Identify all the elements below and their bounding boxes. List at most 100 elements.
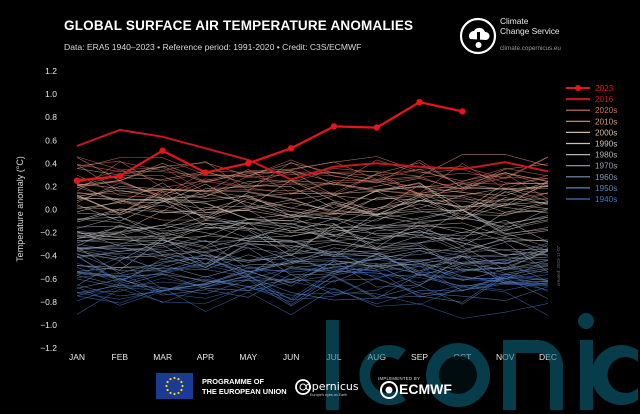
decade-line-2010s — [76, 156, 549, 184]
y-tick-label: 0.8 — [45, 112, 57, 122]
iconic-watermark — [326, 313, 638, 410]
eu-flag-icon — [156, 373, 193, 399]
legend-label: 1940s — [595, 195, 617, 204]
decade-line-1970s — [76, 222, 549, 252]
y-tick-label: 0.2 — [45, 181, 57, 191]
decade-line-1960s — [76, 256, 549, 287]
x-tick-label: SEP — [411, 352, 428, 362]
c3s-logo — [459, 17, 497, 55]
decade-line-1950s — [76, 260, 549, 290]
copernicus-tagline: Europe's eyes on Earth — [310, 393, 348, 397]
decade-line-1940s — [76, 274, 549, 301]
eu-star-icon — [181, 384, 184, 388]
decade-line-1980s — [76, 215, 549, 247]
decade-line-1970s — [76, 250, 549, 278]
decade-line-1950s — [76, 250, 549, 283]
highlight-lines — [73, 98, 549, 184]
decade-line-2010s — [76, 190, 549, 221]
decade-line-2010s — [76, 182, 549, 214]
eu-star-icon — [169, 391, 172, 395]
decade-line-1940s — [76, 273, 549, 306]
c3s-name-line2: Change Service — [500, 26, 560, 36]
series-point-2023 — [373, 124, 380, 131]
x-tick-label: APR — [197, 352, 214, 362]
y-tick-label: −0.6 — [40, 274, 57, 284]
legend-label: 1990s — [595, 140, 617, 149]
decade-line-2010s — [76, 162, 549, 194]
decade-line-1990s — [76, 198, 549, 227]
copernicus-name: opernicus — [305, 380, 359, 393]
ecmwf-name: ECMWF — [399, 381, 452, 397]
series-line-2023 — [76, 101, 463, 182]
copernicus-logo-icon — [295, 379, 311, 395]
thermometer-icon — [477, 32, 480, 44]
decade-line-1940s — [76, 259, 549, 291]
thermometer-bulb — [475, 42, 482, 48]
y-tick-label: 0.6 — [45, 135, 57, 145]
eu-star-icon — [180, 388, 183, 392]
decade-line-2000s — [76, 197, 549, 222]
decade-line-2020s — [76, 159, 549, 189]
legend-label: 2000s — [595, 128, 617, 137]
eu-star-icon — [166, 388, 169, 392]
legend-label: 2020s — [595, 106, 617, 115]
decade-line-2010s — [76, 171, 549, 196]
eu-star-icon — [166, 380, 169, 384]
series-point-2023 — [330, 123, 338, 130]
eu-programme-line1: PROGRAMME OF — [202, 377, 264, 386]
date-stamp: created: 2023-11-07 — [556, 245, 561, 286]
decade-line-1970s — [76, 223, 549, 253]
series-point-2023 — [159, 147, 166, 154]
decade-line-1980s — [76, 209, 549, 241]
legend-label: 2023 — [595, 84, 614, 93]
decade-line-1990s — [76, 213, 549, 239]
c3s-url: climate.copernicus.eu — [500, 45, 561, 52]
y-tick-label: 0.0 — [45, 205, 57, 215]
y-tick-label: −0.2 — [40, 228, 57, 238]
legend-marker-2023 — [575, 85, 581, 91]
decade-line-1950s — [76, 251, 549, 283]
chart-subtitle: Data: ERA5 1940–2023 • Reference period:… — [64, 42, 362, 52]
y-tick-label: 1.0 — [45, 89, 57, 99]
legend-label: 1950s — [595, 184, 617, 193]
decade-line-2000s — [76, 194, 549, 218]
series-point-2023 — [116, 172, 124, 180]
eu-star-icon — [177, 377, 180, 381]
implemented-by-label: IMPLEMENTED BY — [378, 376, 421, 381]
legend: 2023 2016 2020s 2010s 2000s 1990s 1980s 1970s 19… — [566, 84, 617, 204]
x-tick-label: MAY — [239, 352, 257, 362]
y-tick-label: −1.2 — [40, 343, 57, 353]
decade-line-1950s — [76, 252, 549, 273]
y-tick-label: 1.2 — [45, 66, 57, 76]
eu-star-icon — [177, 391, 180, 395]
legend-label: 1960s — [595, 173, 617, 182]
decade-line-2020s — [76, 173, 549, 203]
decade-line-1980s — [76, 209, 549, 237]
legend-label: 2010s — [595, 117, 617, 126]
y-axis-label: Temperature anomaly (°C) — [15, 156, 25, 262]
y-tick-label: −0.8 — [40, 297, 57, 307]
decade-line-1940s — [76, 285, 549, 316]
decade-line-1940s — [76, 256, 549, 280]
eu-star-icon — [169, 377, 172, 381]
decade-line-1990s — [76, 189, 549, 220]
decade-line-1950s — [76, 244, 549, 273]
eu-star-icon — [173, 392, 176, 396]
eu-programme-line2: THE EUROPEAN UNION — [202, 387, 287, 396]
eu-star-icon — [180, 380, 183, 384]
decade-line-1970s — [76, 227, 549, 259]
legend-label: 2016 — [595, 95, 614, 104]
x-tick-label: JUN — [283, 352, 300, 362]
decade-line-1980s — [76, 243, 549, 268]
decade-line-2020s — [76, 174, 549, 199]
y-tick-label: −1.0 — [40, 320, 57, 330]
eu-star-icon — [165, 384, 168, 388]
y-tick-label: −0.4 — [40, 251, 57, 261]
decade-line-1950s — [76, 278, 549, 307]
legend-label: 1970s — [595, 162, 617, 171]
decade-line-1970s — [76, 235, 549, 265]
series-point-2023 — [287, 145, 295, 152]
decade-line-2010s — [76, 154, 549, 181]
decade-line-2000s — [76, 183, 549, 199]
decade-line-2000s — [76, 183, 549, 211]
